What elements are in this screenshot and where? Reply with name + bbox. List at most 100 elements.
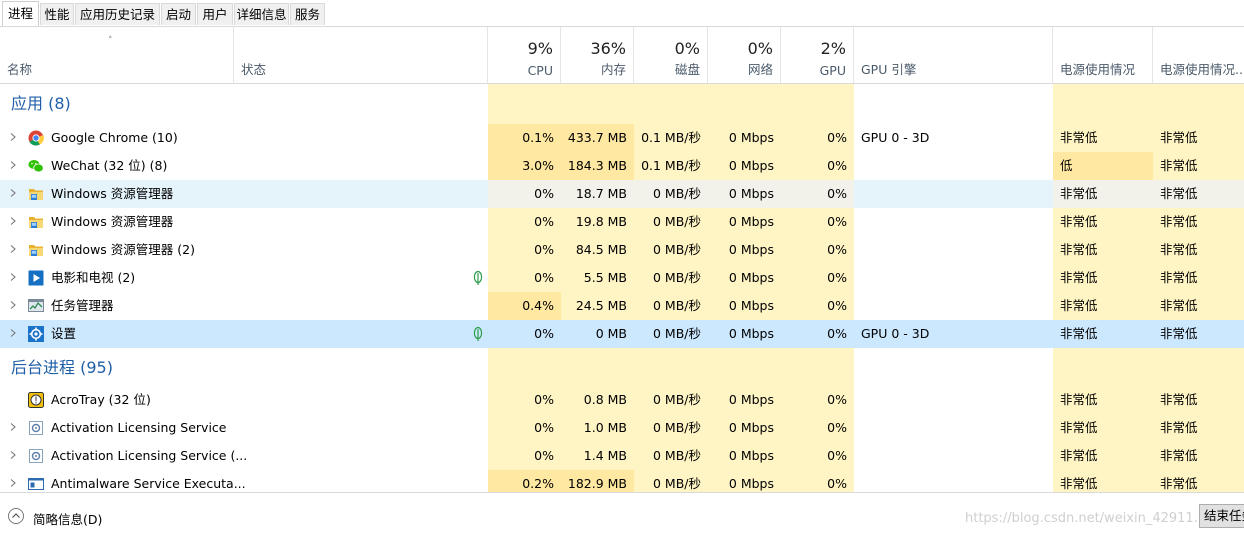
network-value: 0 Mbps	[728, 326, 774, 341]
expand-chevron-icon[interactable]	[8, 264, 18, 292]
cpu-value: 0.4%	[488, 292, 561, 320]
table-row[interactable]: 0.4% 24.5 MB 0 MB/秒 0 Mbps 0% 非常低 非常低 任务管理器	[0, 292, 1244, 320]
table-row[interactable]: 0% 1.4 MB 0 MB/秒 0 Mbps 0% 非常低 非常低 Activation L…	[0, 442, 1244, 470]
folder-icon	[28, 214, 44, 230]
gpu-engine-value	[854, 442, 1053, 470]
process-name: WeChat (32 位) (8)	[51, 158, 168, 173]
process-name: AcroTray (32 位)	[51, 392, 151, 407]
chrome-icon	[28, 130, 44, 146]
memory-header-label: 内存	[600, 62, 626, 77]
group-apps-title: 应用 (8)	[11, 94, 71, 113]
column-header-power-trend[interactable]: 电源使用情况...	[1153, 27, 1244, 84]
gpu-value: 0%	[781, 208, 854, 236]
power-header-label: 电源使用情况	[1060, 62, 1136, 77]
memory-value: 84.5 MB	[561, 236, 634, 264]
task-manager-icon	[28, 298, 44, 314]
table-row[interactable]: 3.0% 184.3 MB 0.1 MB/秒 0 Mbps 0% 低非常低 WeChat (…	[0, 152, 1244, 180]
power-usage-value: 低	[1053, 152, 1153, 180]
power-trend-value: 非常低	[1153, 470, 1244, 492]
gpu-engine-value: GPU 0 - 3D	[861, 130, 930, 145]
table-row[interactable]: 0% 1.0 MB 0 MB/秒 0 Mbps 0% 非常低 非常低 Activation L…	[0, 414, 1244, 442]
power-usage-value: 非常低	[1053, 236, 1153, 264]
gpu-engine-value	[854, 386, 1053, 414]
gpu-value: 0%	[781, 236, 854, 264]
column-header-status[interactable]: 状态	[234, 27, 488, 84]
expand-chevron-icon[interactable]	[8, 414, 18, 442]
expand-chevron-icon[interactable]	[8, 470, 18, 492]
expand-chevron-icon[interactable]	[8, 292, 18, 320]
column-header-power[interactable]: 电源使用情况	[1053, 27, 1153, 84]
disk-value: 0 MB/秒	[634, 264, 708, 292]
column-header-cpu[interactable]: 9% CPU	[488, 27, 561, 84]
cpu-value: 0%	[534, 326, 554, 341]
movies-icon	[28, 270, 44, 286]
disk-value: 0 MB/秒	[634, 292, 708, 320]
tab-7[interactable]: 服务	[290, 3, 325, 25]
disk-total-percent: 0%	[674, 39, 700, 58]
expand-chevron-icon[interactable]	[8, 320, 18, 348]
power-trend-value: 非常低	[1153, 264, 1244, 292]
memory-value: 5.5 MB	[561, 264, 634, 292]
expand-chevron-icon[interactable]	[8, 152, 18, 180]
footer-bar: 简略信息(D) https://blog.csdn.net/weixin_429…	[0, 493, 1244, 541]
tab-1[interactable]: 进程	[2, 1, 39, 26]
expand-chevron-icon[interactable]	[8, 236, 18, 264]
gpu-value: 0%	[781, 442, 854, 470]
table-row[interactable]: 0.1% 433.7 MB 0.1 MB/秒 0 Mbps 0% GPU 0 - 3D 非常…	[0, 124, 1244, 152]
column-header-network[interactable]: 0% 网络	[708, 27, 781, 84]
network-header-label: 网络	[747, 62, 773, 77]
column-header-name[interactable]: ˄ 名称	[0, 27, 234, 84]
group-apps[interactable]: 应用 (8)	[0, 84, 1244, 124]
end-task-button[interactable]: 结束任务	[1199, 504, 1244, 528]
power-usage-value: 非常低	[1053, 442, 1153, 470]
name-header-label: 名称	[7, 62, 33, 77]
expand-chevron-icon[interactable]	[8, 180, 18, 208]
process-name: Activation Licensing Service (...	[51, 448, 248, 463]
network-value: 0 Mbps	[708, 180, 781, 208]
heat-cell	[1053, 348, 1153, 388]
tab-2[interactable]: 性能	[40, 3, 74, 25]
table-row[interactable]: 0% 18.7 MB 0 MB/秒 0 Mbps 0% 非常低 非常低 Windows 资源管…	[0, 180, 1244, 208]
heat-cell	[1053, 84, 1153, 124]
column-header-gpu[interactable]: 2% GPU	[781, 27, 854, 84]
cpu-total-percent: 9%	[527, 39, 553, 58]
tab-6[interactable]: 详细信息	[234, 3, 289, 25]
table-row[interactable]: 0% 19.8 MB 0 MB/秒 0 Mbps 0% 非常低 非常低 Windows 资源管…	[0, 208, 1244, 236]
table-row[interactable]: 0% 0.8 MB 0 MB/秒 0 Mbps 0% 非常低 非常低! AcroTray (3…	[0, 386, 1244, 414]
column-header-gpu-engine[interactable]: GPU 引擎	[854, 27, 1053, 84]
gpu-value: 0%	[827, 326, 847, 341]
tab-4[interactable]: 启动	[161, 3, 196, 25]
power-trend-value: 非常低	[1153, 292, 1244, 320]
expand-chevron-icon[interactable]	[8, 124, 18, 152]
gpu-engine-value	[854, 470, 1053, 492]
network-value: 0 Mbps	[708, 236, 781, 264]
sort-ascending-icon: ˄	[108, 36, 113, 46]
folder-icon	[28, 242, 44, 258]
folder-icon	[28, 186, 44, 202]
group-background[interactable]: 后台进程 (95)	[0, 348, 1244, 388]
power-trend-value: 非常低	[1153, 152, 1244, 180]
column-header-disk[interactable]: 0% 磁盘	[634, 27, 708, 84]
power-trend-value: 非常低	[1153, 386, 1244, 414]
heat-cell	[488, 84, 561, 124]
expand-chevron-icon[interactable]	[8, 208, 18, 236]
expand-chevron-icon[interactable]	[8, 442, 18, 470]
table-row[interactable]: 0% 0 MB 0 MB/秒 0 Mbps 0% GPU 0 - 3D 非常低 非常低 设置	[0, 320, 1244, 348]
heat-cell	[1153, 84, 1244, 124]
network-value: 0 Mbps	[708, 470, 781, 492]
column-header-memory[interactable]: 36% 内存	[561, 27, 634, 84]
power-usage-value: 非常低	[1053, 470, 1153, 492]
tab-5[interactable]: 用户	[197, 3, 233, 25]
gpu-value: 0%	[781, 180, 854, 208]
gpu-value: 0%	[781, 124, 854, 152]
table-row[interactable]: 0% 84.5 MB 0 MB/秒 0 Mbps 0% 非常低 非常低 Windows 资源管…	[0, 236, 1244, 264]
tab-3[interactable]: 应用历史记录	[75, 3, 160, 25]
fewer-details-label: 简略信息(D)	[33, 512, 103, 527]
gpu-value: 0%	[781, 414, 854, 442]
disk-value: 0 MB/秒	[653, 326, 701, 341]
table-row[interactable]: 0% 5.5 MB 0 MB/秒 0 Mbps 0% 非常低 非常低 电影和电视 (2)	[0, 264, 1244, 292]
heat-cell	[708, 348, 781, 388]
power-trend-value: 非常低	[1160, 326, 1198, 341]
table-row[interactable]: 0.2% 182.9 MB 0 MB/秒 0 Mbps 0% 非常低 非常低 Antimalw…	[0, 470, 1244, 492]
disk-value: 0 MB/秒	[634, 470, 708, 492]
